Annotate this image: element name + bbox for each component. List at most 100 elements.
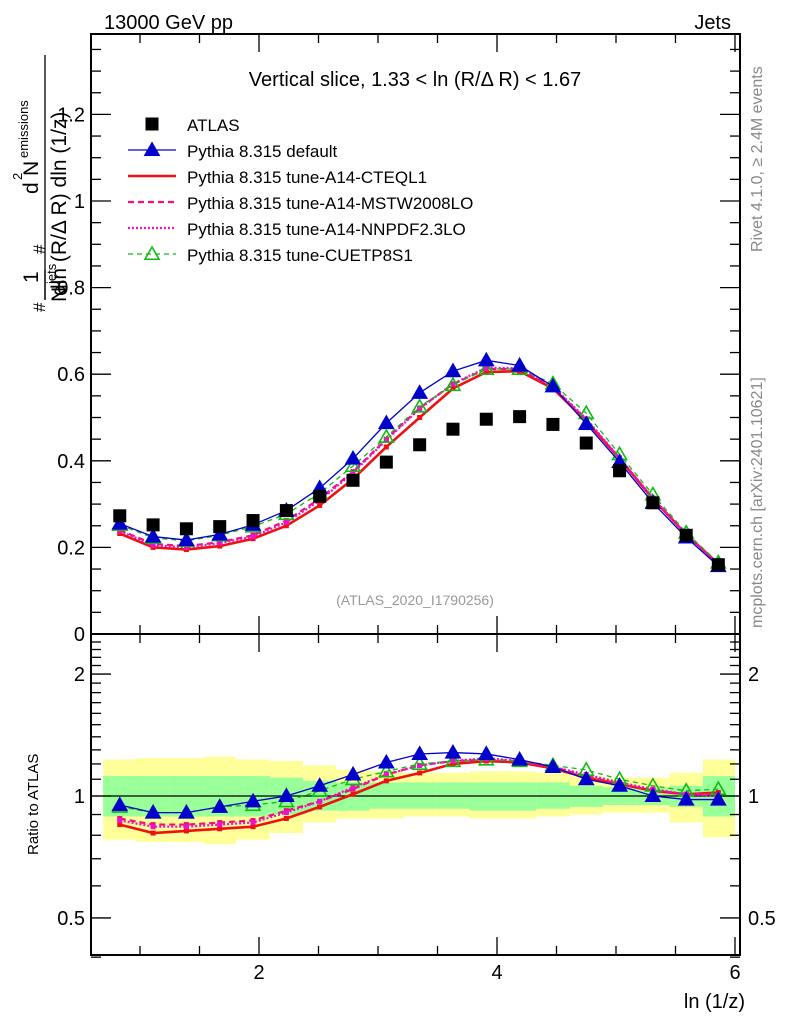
point-pythia-8-315-tune-a14-cteql1-marker	[450, 385, 456, 391]
ratio-y-tick-label-right: 1	[748, 786, 759, 808]
ratio-point-pythia-8-315-default-marker	[311, 777, 329, 792]
y-tick-label: 0	[74, 624, 85, 646]
ratio-point-pythia-8-315-default-marker	[244, 792, 262, 808]
y-tick-label: 1	[74, 191, 85, 213]
point-pythia-8-315-default-marker	[477, 351, 495, 367]
point-atlas-marker	[213, 520, 227, 534]
legend-label-atlas: ATLAS	[187, 116, 240, 135]
ratio-point-pythia-8-315-tune-a14-cteql1-marker	[183, 828, 189, 834]
ylabel-d2: d	[20, 182, 43, 194]
point-atlas-marker	[513, 410, 527, 424]
ratio-point-pythia-8-315-default-marker	[277, 787, 295, 803]
point-atlas-marker	[179, 522, 193, 536]
ylabel-d2-sup: 2	[10, 173, 25, 180]
rivet-version-label: Rivet 4.1.0, ≥ 2.4M events	[749, 66, 766, 252]
ylabel-njets-sub: jets	[44, 263, 59, 285]
point-atlas-marker	[679, 528, 693, 542]
main-y-axis-label: # 1 N jets # d 2 N emissions dln (R/Δ R)…	[10, 55, 71, 312]
x-tick-label: 4	[491, 962, 502, 984]
legend-pythia-8-315-default-marker	[143, 141, 161, 157]
point-atlas-marker	[546, 417, 560, 431]
mcplots-label: mcplots.cern.ch [arXiv:2401.10621]	[749, 377, 766, 628]
ratio-y-tick-label: 1	[74, 786, 85, 808]
x-tick-label: 6	[729, 962, 740, 984]
point-atlas-marker	[479, 412, 493, 426]
point-atlas-marker	[346, 473, 360, 487]
point-pythia-8-315-tune-a14-nnpdf2-3lo-marker	[383, 437, 389, 443]
ratio-point-pythia-8-315-default-marker	[709, 790, 727, 806]
ratio-point-pythia-8-315-default-marker	[511, 750, 528, 766]
point-pythia-8-315-default-marker	[211, 525, 229, 541]
y-tick-label: 0.2	[57, 537, 85, 559]
ratio-point-pythia-8-315-tune-a14-cteql1-marker	[383, 778, 389, 784]
ratio-point-pythia-8-315-tune-a14-nnpdf2-3lo-marker	[217, 822, 223, 828]
y-tick-label: 0.6	[57, 364, 85, 386]
legend-label-pythia-8-315-tune-a14-mstw2008lo: Pythia 8.315 tune-A14-MSTW2008LO	[187, 194, 473, 213]
beam-energy-label: 13000 GeV pp	[104, 12, 233, 34]
point-pythia-8-315-default-marker	[544, 377, 562, 393]
ylabel-nemis: N	[20, 161, 43, 176]
ylabel-denominator: dln (R/Δ R) dln (1/z)	[48, 112, 71, 296]
ratio-point-pythia-8-315-tune-a14-nnpdf2-3lo-marker	[117, 817, 123, 823]
ratio-point-pythia-8-315-tune-cuetp8s1-marker	[377, 762, 395, 778]
point-pythia-8-315-default-marker	[444, 362, 462, 378]
ratio-point-pythia-8-315-tune-a14-nnpdf2-3lo-marker	[417, 762, 423, 768]
ratio-point-pythia-8-315-tune-a14-nnpdf2-3lo-marker	[350, 784, 356, 790]
point-pythia-8-315-tune-a14-nnpdf2-3lo-marker	[117, 528, 123, 534]
point-pythia-8-315-tune-a14-cteql1-marker	[117, 531, 123, 537]
point-pythia-8-315-tune-a14-nnpdf2-3lo-marker	[417, 406, 423, 412]
legend-atlas-marker	[145, 117, 159, 131]
ratio-point-pythia-8-315-default-marker	[644, 787, 662, 803]
point-pythia-8-315-tune-cuetp8s1-marker	[377, 428, 395, 444]
ratio-y-tick-label-right: 2	[748, 664, 759, 686]
point-pythia-8-315-default-marker	[344, 450, 362, 465]
legend-label-pythia-8-315-tune-cuetp8s1: Pythia 8.315 tune-CUETP8S1	[187, 246, 413, 265]
ratio-point-pythia-8-315-tune-a14-cteql1-marker	[217, 826, 223, 832]
ratio-point-pythia-8-315-tune-cuetp8s1-marker	[411, 755, 429, 770]
x-tick-label: 2	[253, 962, 264, 984]
point-pythia-8-315-tune-a14-nnpdf2-3lo-marker	[250, 534, 256, 540]
ratio-point-pythia-8-315-tune-a14-nnpdf2-3lo-marker	[317, 798, 323, 804]
ratio-y-tick-label-right: 0.5	[748, 908, 776, 930]
y-tick-label: 0.8	[57, 278, 85, 300]
point-pythia-8-315-tune-a14-cteql1-marker	[317, 502, 323, 508]
ratio-point-pythia-8-315-default-marker	[178, 803, 195, 819]
ratio-point-pythia-8-315-tune-a14-nnpdf2-3lo-marker	[250, 820, 256, 826]
ratio-point-pythia-8-315-default-marker	[211, 798, 229, 813]
point-pythia-8-315-tune-a14-nnpdf2-3lo-marker	[283, 519, 289, 525]
legend-label-pythia-8-315-tune-a14-cteql1: Pythia 8.315 tune-A14-CTEQL1	[187, 168, 427, 187]
point-pythia-8-315-default-marker	[178, 531, 195, 547]
point-atlas-marker	[279, 504, 293, 518]
x-axis-label: ln (1/z)	[684, 991, 745, 1013]
point-pythia-8-315-tune-cuetp8s1-marker	[411, 398, 429, 413]
plot-title: Vertical slice, 1.33 < ln (R/Δ R) < 1.67	[249, 69, 581, 91]
point-pythia-8-315-default-marker	[144, 527, 162, 543]
point-pythia-8-315-tune-a14-cteql1-marker	[283, 523, 289, 529]
ratio-point-pythia-8-315-default-marker	[577, 770, 595, 786]
ratio-point-pythia-8-315-default-marker	[144, 803, 162, 819]
point-pythia-8-315-tune-a14-cteql1-marker	[383, 444, 389, 450]
point-pythia-8-315-tune-a14-nnpdf2-3lo-marker	[483, 365, 489, 371]
legend-label-pythia-8-315-default: Pythia 8.315 default	[187, 142, 338, 161]
ratio-point-pythia-8-315-tune-a14-cteql1-marker	[250, 824, 256, 830]
point-pythia-8-315-tune-a14-nnpdf2-3lo-marker	[183, 544, 189, 550]
ratio-point-pythia-8-315-tune-a14-nnpdf2-3lo-marker	[383, 772, 389, 778]
ratio-y-axis-label: Ratio to ATLAS	[25, 754, 42, 855]
ratio-point-pythia-8-315-tune-a14-cteql1-marker	[350, 791, 356, 797]
ylabel-njets: N	[48, 287, 71, 302]
ylabel-hash-1: #	[30, 302, 49, 312]
y-tick-label: 1.2	[57, 104, 85, 126]
point-pythia-8-315-tune-a14-cteql1-marker	[217, 543, 223, 549]
point-pythia-8-315-tune-cuetp8s1-marker	[344, 457, 362, 473]
ratio-point-pythia-8-315-tune-a14-nnpdf2-3lo-marker	[150, 824, 156, 830]
point-atlas-marker	[246, 514, 260, 528]
ratio-point-pythia-8-315-default-marker	[544, 758, 562, 773]
ratio-point-pythia-8-315-default-marker	[677, 790, 695, 806]
point-atlas-marker	[146, 518, 160, 532]
ratio-point-pythia-8-315-tune-a14-cteql1-marker	[150, 830, 156, 836]
point-pythia-8-315-default-marker	[411, 384, 429, 399]
ratio-point-pythia-8-315-tune-a14-nnpdf2-3lo-marker	[283, 810, 289, 816]
legend: ATLAS Pythia 8.315 default Pythia 8.315 tu…	[128, 116, 473, 265]
point-atlas-marker	[646, 496, 660, 510]
point-atlas-marker	[313, 489, 327, 503]
